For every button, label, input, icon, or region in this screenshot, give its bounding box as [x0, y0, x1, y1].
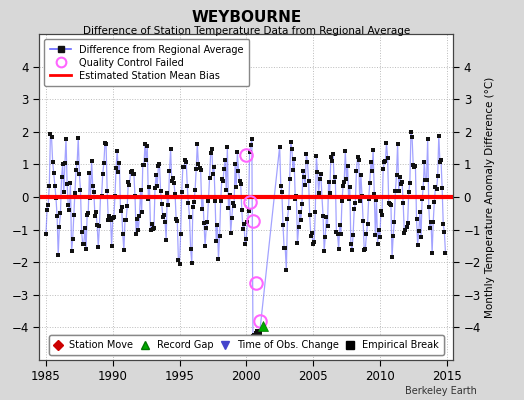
Y-axis label: Monthly Temperature Anomaly Difference (°C): Monthly Temperature Anomaly Difference (…: [485, 76, 495, 318]
Legend: Station Move, Record Gap, Time of Obs. Change, Empirical Break: Station Move, Record Gap, Time of Obs. C…: [49, 336, 443, 355]
Text: Berkeley Earth: Berkeley Earth: [405, 386, 477, 396]
Text: Difference of Station Temperature Data from Regional Average: Difference of Station Temperature Data f…: [83, 26, 410, 36]
Text: WEYBOURNE: WEYBOURNE: [191, 10, 301, 25]
